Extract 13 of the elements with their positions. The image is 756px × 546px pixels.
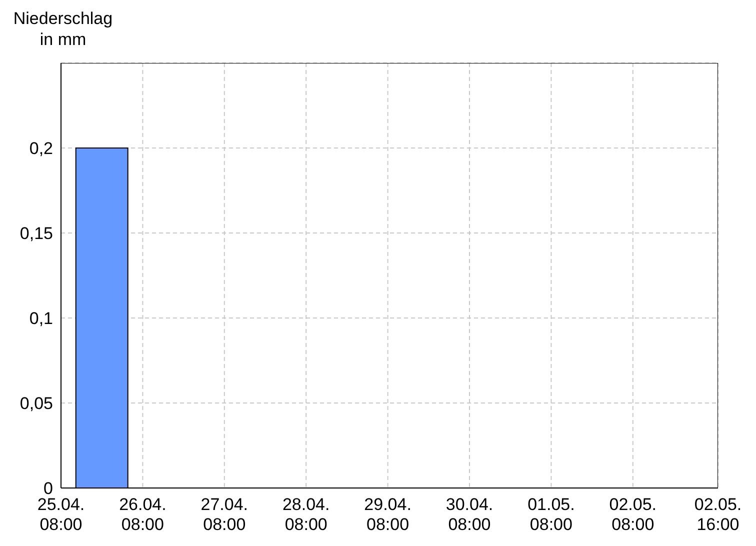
x-tick-label: 26.04. 08:00 (119, 495, 166, 534)
x-tick-label: 27.04. 08:00 (200, 495, 248, 534)
y-tick-label: 0,1 (29, 309, 53, 328)
y-tick-label: 0,2 (29, 139, 53, 158)
x-tick-label: 29.04. 08:00 (364, 495, 412, 534)
x-tick-label: 02.05. 08:00 (609, 495, 657, 534)
x-tick-label: 01.05. 08:00 (528, 495, 575, 534)
y-tick-label: 0,05 (20, 394, 53, 414)
y-axis-title: Niederschlag in mm (12, 8, 114, 50)
x-tick-label: 28.04. 08:00 (282, 495, 330, 534)
y-tick-label: 0,15 (20, 224, 53, 244)
x-tick-label: 30.04. 08:00 (446, 495, 494, 534)
x-tick-label: 02.05. 16:00 (694, 495, 742, 534)
